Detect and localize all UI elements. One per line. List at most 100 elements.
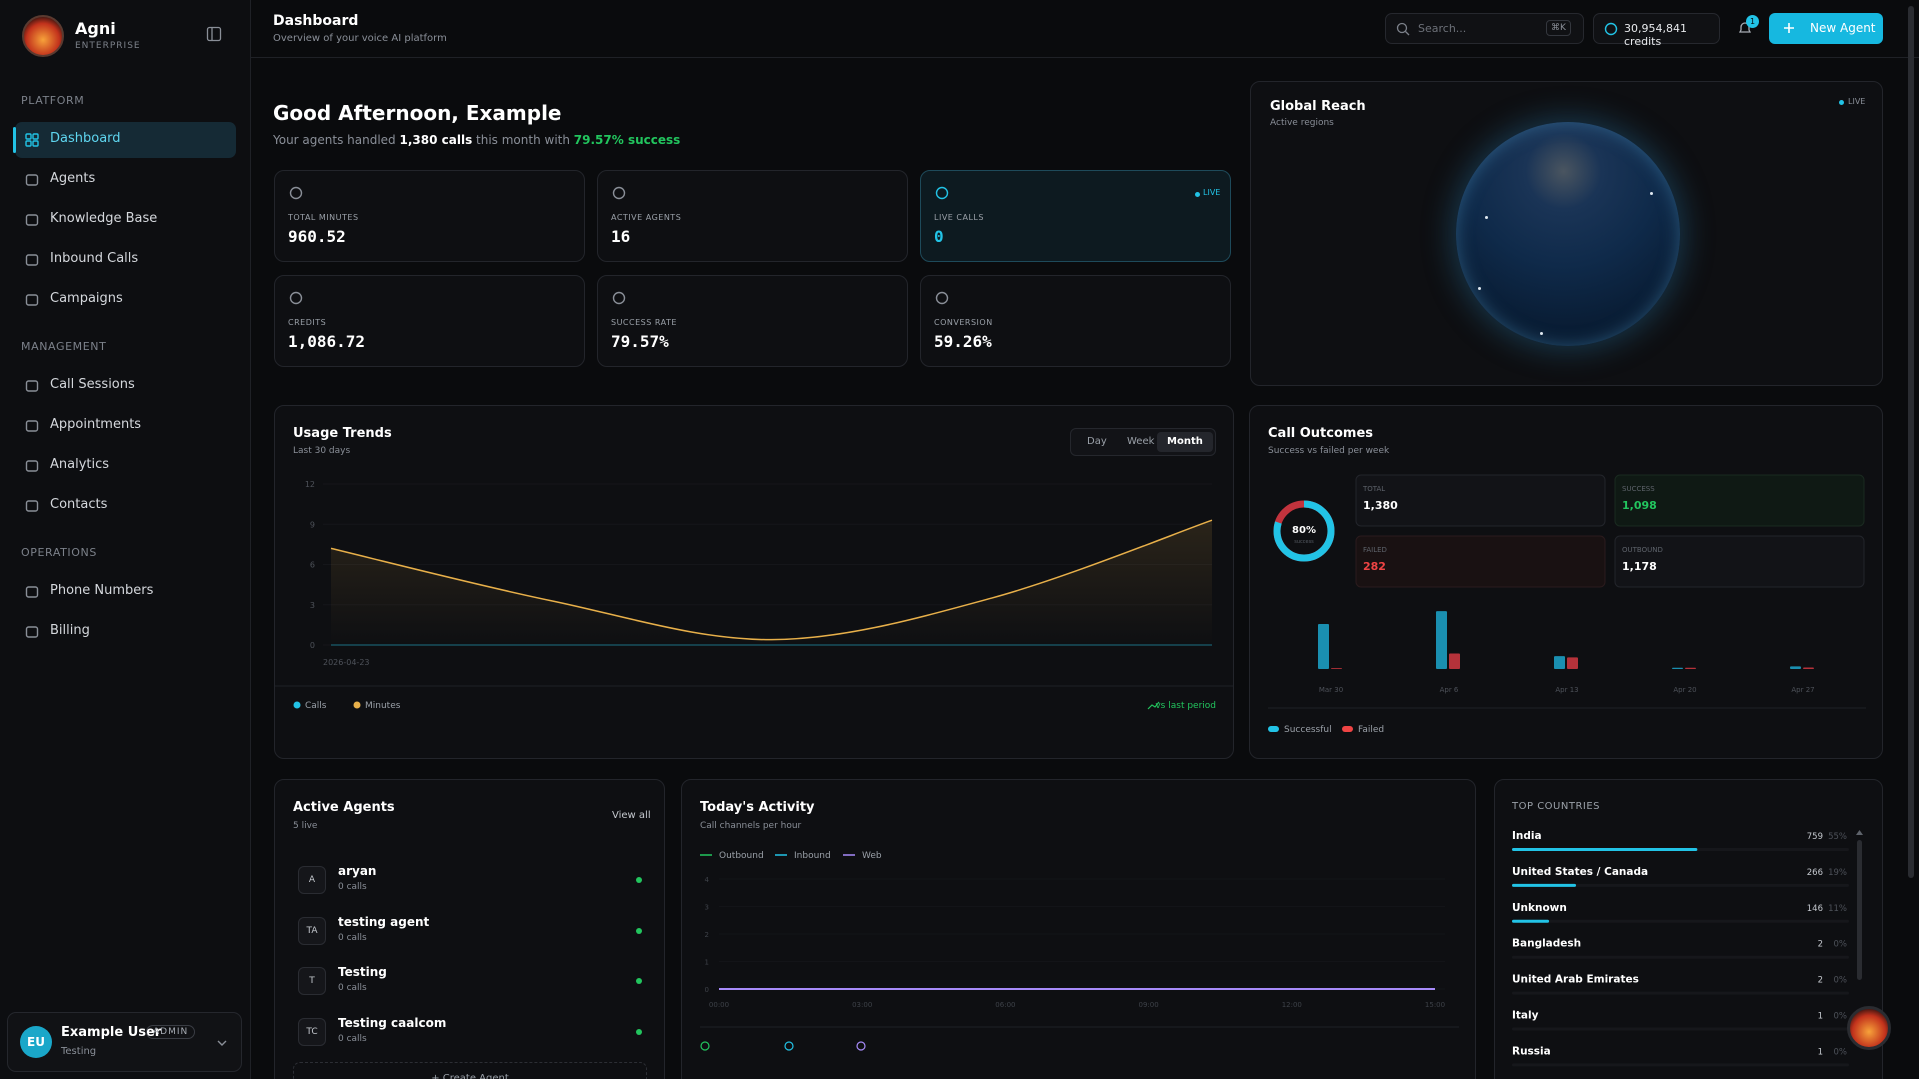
- outcome-label: TOTAL: [1362, 485, 1385, 493]
- tab[interactable]: Day: [1087, 436, 1107, 447]
- nav-section-title: PLATFORM: [21, 94, 85, 107]
- stat-value: 0: [934, 227, 944, 246]
- x-tick-label: 12:00: [1282, 1001, 1302, 1009]
- nav-item[interactable]: Appointments: [15, 408, 236, 444]
- card-subtitle: Active regions: [1270, 118, 1334, 128]
- active-indicator: [13, 127, 16, 153]
- y-tick-label: 0: [310, 641, 315, 650]
- bar: [1685, 667, 1696, 669]
- scroll-arrow: [1856, 830, 1863, 835]
- nav-label: Contacts: [50, 497, 108, 512]
- page-title: Dashboard: [273, 13, 359, 29]
- stat-card: LIVE CALLS 0 LIVE: [920, 170, 1231, 262]
- footer-icon: [856, 1041, 866, 1051]
- card-subtitle: Last 30 days: [293, 446, 351, 456]
- stat-value: 16: [611, 227, 631, 246]
- outcome-value: 1,098: [1622, 499, 1657, 512]
- icon-part: [25, 586, 39, 598]
- legend-label: Inbound: [794, 851, 831, 861]
- tab[interactable]: Month: [1157, 432, 1213, 452]
- nav-item[interactable]: Analytics: [15, 448, 236, 484]
- legend-label: Calls: [305, 701, 327, 711]
- status-dot: [636, 1028, 642, 1035]
- greeting-part: 1,380 calls: [399, 133, 473, 147]
- donut-caption: success: [1294, 539, 1314, 545]
- search-icon: [1396, 22, 1410, 36]
- nav-item[interactable]: Billing: [15, 614, 236, 650]
- x-tick-label: Apr 6: [1440, 686, 1459, 694]
- icon: [25, 420, 39, 432]
- x-tick-label: Mar 30: [1319, 686, 1343, 694]
- share-track: [1512, 883, 1849, 887]
- greeting-part: 79.57% success: [573, 133, 681, 147]
- nav-label: Knowledge Base: [50, 211, 158, 226]
- nav-item[interactable]: Phone Numbers: [15, 574, 236, 610]
- view-all[interactable]: View all: [612, 810, 651, 821]
- scrollbar: [1908, 6, 1914, 878]
- nav-item[interactable]: Call Sessions: [15, 368, 236, 404]
- agent-row[interactable]: TA testing agent 0 calls: [275, 911, 664, 955]
- nav-label: Appointments: [50, 417, 142, 432]
- icon: [612, 186, 626, 200]
- icon-part: [25, 133, 32, 140]
- icon: [935, 186, 949, 200]
- stat-value: 59.26%: [934, 332, 992, 351]
- card-subtitle: Call channels per hour: [700, 821, 802, 831]
- icon: [25, 214, 39, 226]
- collapse-button[interactable]: [206, 26, 222, 42]
- globe-dot: [1478, 287, 1481, 290]
- search-box[interactable]: Search... ⌘K: [1385, 13, 1584, 44]
- agent-calls: 0 calls: [338, 932, 367, 943]
- outcome-value: 282: [1363, 560, 1386, 573]
- icon-part: [25, 140, 32, 147]
- floating-assistant[interactable]: [1847, 1006, 1891, 1050]
- nav-item[interactable]: Agents: [15, 162, 236, 198]
- icon: [25, 586, 39, 598]
- bell[interactable]: [1737, 20, 1753, 36]
- trend-note: vs last period: [1155, 701, 1216, 711]
- outcome-card: [1355, 535, 1606, 588]
- country-count: 2: [1818, 976, 1823, 986]
- credits-box[interactable]: 30,954,841 credits: [1593, 13, 1720, 48]
- x-tick-label: 2026-04-23: [323, 658, 370, 667]
- nav-label: Campaigns: [50, 291, 123, 306]
- user-org: Testing: [61, 1046, 97, 1057]
- agent-avatar: TA: [298, 916, 326, 945]
- nav-label: Agents: [50, 171, 96, 186]
- outcome-card: [1614, 535, 1865, 588]
- agent-row[interactable]: T Testing 0 calls: [275, 961, 664, 1005]
- country-count: 1: [1818, 1012, 1823, 1022]
- nav-item[interactable]: Campaigns: [15, 282, 236, 318]
- user-name: Example User: [61, 1025, 162, 1040]
- nav-item[interactable]: Inbound Calls: [15, 242, 236, 278]
- user-card[interactable]: EU Example User ADMIN Testing: [7, 1012, 242, 1072]
- footer-icon: [784, 1041, 794, 1051]
- status-dot: [636, 877, 642, 883]
- icon: [25, 294, 39, 306]
- bar: [1331, 668, 1342, 669]
- tab[interactable]: Week: [1127, 436, 1155, 447]
- plan: ENTERPRISE: [75, 41, 141, 51]
- nav-item[interactable]: Contacts: [15, 488, 236, 524]
- live-dot: [1195, 192, 1200, 197]
- sidebar: Agni ENTERPRISE PLATFORM Dashboard Agents Kno…: [0, 0, 251, 1079]
- bar: [1318, 623, 1329, 669]
- icon: [25, 174, 39, 186]
- bar: [1672, 667, 1683, 669]
- share-bar: [1512, 919, 1550, 923]
- create-agent-button[interactable]: + Create Agent: [293, 1062, 647, 1079]
- new-agent-button[interactable]: New Agent: [1769, 13, 1883, 44]
- agent-row[interactable]: TC Testing caalcom 0 calls: [275, 1012, 664, 1056]
- nav-item[interactable]: Dashboard: [13, 122, 236, 158]
- agent-calls: 0 calls: [338, 882, 367, 892]
- nav-item[interactable]: Knowledge Base: [15, 202, 236, 238]
- country-share: 19%: [1828, 868, 1847, 878]
- legend-label: Outbound: [719, 851, 764, 861]
- stat-label: CONVERSION: [934, 318, 993, 327]
- globe-dot: [1485, 216, 1488, 219]
- icon-part: [1784, 23, 1794, 33]
- stat-value: 1,086.72: [288, 332, 366, 351]
- legend-swatch: [1342, 726, 1353, 732]
